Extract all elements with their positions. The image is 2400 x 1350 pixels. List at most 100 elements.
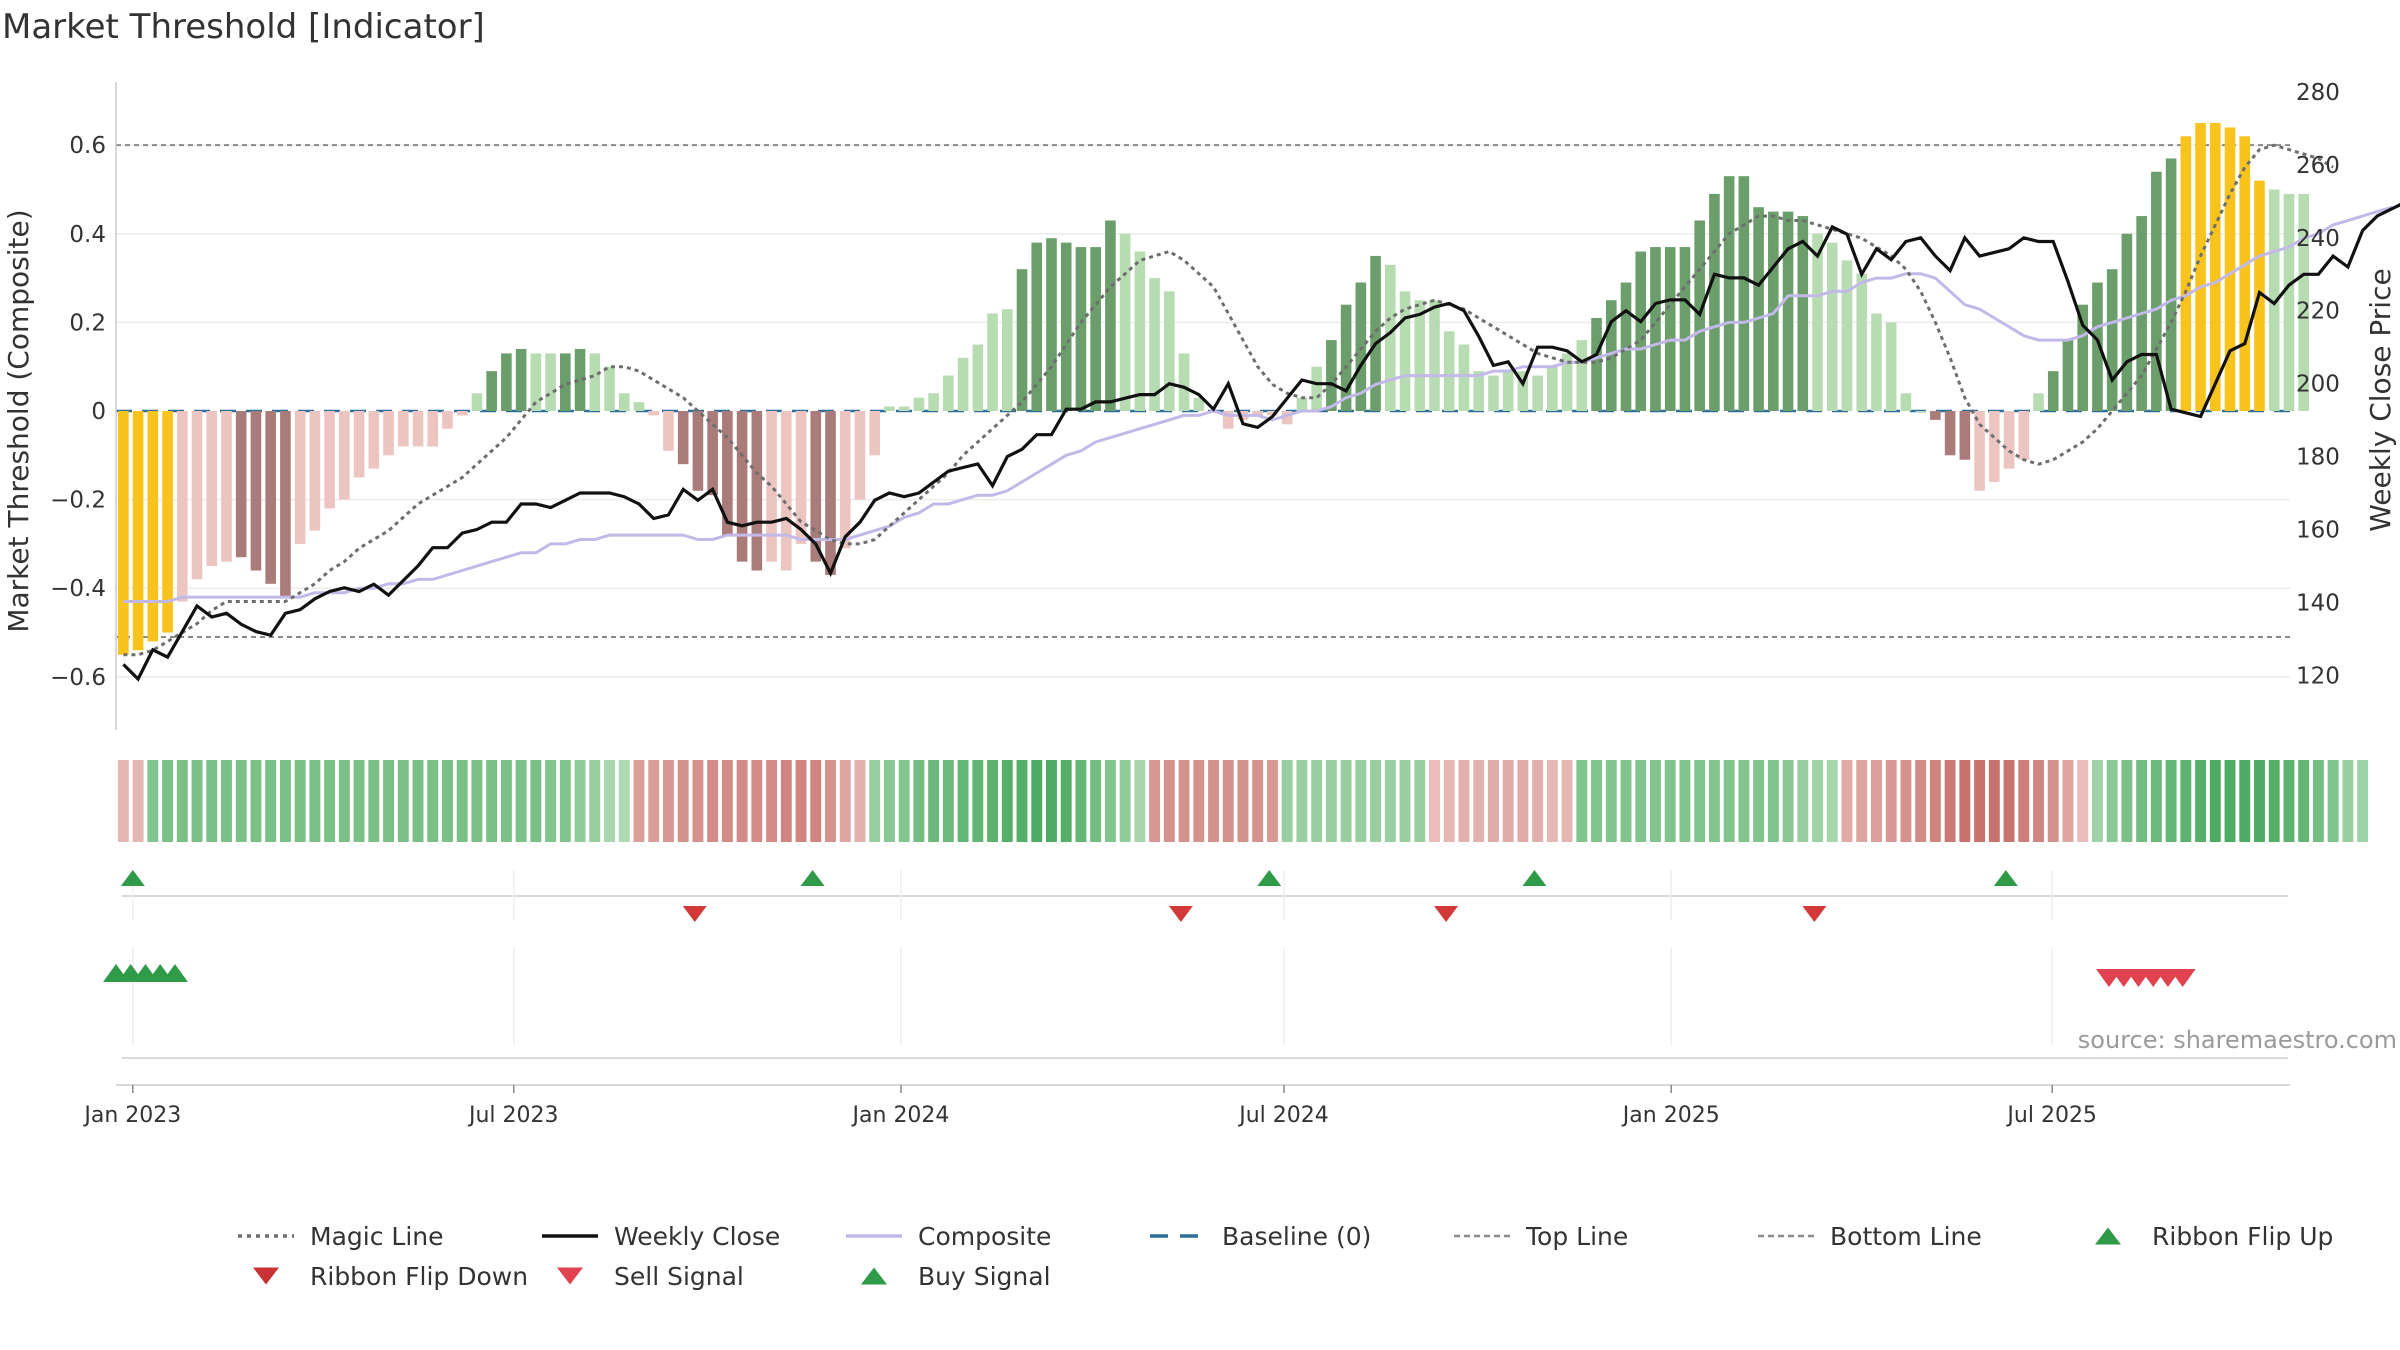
legend-label: Sell Signal xyxy=(614,1262,744,1291)
composite-bar xyxy=(2165,158,2177,411)
composite-bar xyxy=(1856,273,1868,411)
ribbon-cell xyxy=(2180,760,2192,842)
composite-bar xyxy=(412,411,424,447)
axes: 0.6 0.4 0.2 0 −0.2 −0.4 −0.6 280 260 240 220 200 180… xyxy=(2,80,2397,730)
composite-bar xyxy=(722,411,733,536)
ribbon-flip-up-marker xyxy=(1993,870,2018,886)
composite-bar xyxy=(1443,331,1455,411)
right-tick-label: 120 xyxy=(2296,663,2340,689)
composite-bar xyxy=(456,411,468,416)
composite-bar xyxy=(1532,375,1543,411)
composite-bar xyxy=(1399,291,1411,411)
legend-item: Ribbon Flip Down xyxy=(253,1262,528,1291)
ribbon-cell xyxy=(928,760,940,842)
legend-item: Baseline (0) xyxy=(1150,1222,1371,1251)
ribbon-cell xyxy=(1355,760,1367,842)
ribbon-cell xyxy=(530,760,542,842)
ribbon-cell xyxy=(2195,760,2207,842)
ribbon-cell xyxy=(1281,760,1293,842)
ribbon-cell xyxy=(987,760,998,842)
composite-bar xyxy=(1296,397,1308,411)
composite-bar xyxy=(1178,353,1190,411)
composite-bar xyxy=(2092,282,2103,411)
composite-bar xyxy=(1134,251,1146,411)
ribbon-cell xyxy=(839,760,851,842)
ribbon-cell xyxy=(854,760,866,842)
chart-title: Market Threshold [Indicator] xyxy=(2,7,485,47)
right-tick-label: 240 xyxy=(2296,226,2340,252)
composite-bar xyxy=(1974,411,1985,491)
composite-bar xyxy=(1193,397,1205,411)
left-tick-label: −0.6 xyxy=(50,665,106,691)
x-tick-label: Jul 2025 xyxy=(2005,1103,2097,1128)
composite-bar xyxy=(633,402,645,411)
ribbon-cell xyxy=(1826,760,1838,842)
ribbon-cell xyxy=(412,760,424,842)
composite-bar xyxy=(132,411,144,651)
right-tick-label: 280 xyxy=(2296,80,2340,106)
composite-bar xyxy=(1738,176,1750,411)
legend-item: Sell Signal xyxy=(557,1262,744,1291)
legend-item: Composite xyxy=(846,1222,1051,1251)
ribbon-cell xyxy=(751,760,763,842)
composite-bar xyxy=(1561,353,1573,411)
ribbon-cell xyxy=(1193,760,1205,842)
right-tick-label: 220 xyxy=(2296,299,2340,325)
ribbon-flip-down-marker xyxy=(1434,906,1459,922)
ribbon-cell xyxy=(2062,760,2074,842)
composite-bar xyxy=(574,348,586,411)
legend-swatch xyxy=(861,1267,887,1285)
composite-bar xyxy=(1782,211,1794,411)
ribbon-cell xyxy=(1915,760,1927,842)
ribbon-cell xyxy=(1104,760,1116,842)
composite-bar xyxy=(2062,340,2074,411)
ribbon-cell xyxy=(559,760,571,842)
ribbon-cell xyxy=(795,760,807,842)
composite-bar xyxy=(1149,278,1160,411)
ribbon-cell xyxy=(618,760,630,842)
ribbon-cell xyxy=(633,760,645,842)
composite-bar xyxy=(1797,216,1809,411)
composite-bar xyxy=(1414,300,1426,411)
ribbon-cell xyxy=(1134,760,1146,842)
sell-signal-marker xyxy=(2169,969,2196,987)
left-tick-label: 0 xyxy=(91,399,106,425)
ribbon-cell xyxy=(2091,760,2103,842)
ribbon-cell xyxy=(1046,760,1057,842)
ribbon-cell xyxy=(1650,760,1661,842)
composite-bar xyxy=(147,411,159,642)
legend-label: Ribbon Flip Down xyxy=(310,1262,528,1291)
ribbon-cell xyxy=(235,760,247,842)
legend-item: Ribbon Flip Up xyxy=(2095,1222,2333,1251)
legend-item: Magic Line xyxy=(238,1222,444,1251)
ribbon-cell xyxy=(2209,760,2221,842)
weekly-close-line xyxy=(122,202,2400,682)
composite-bar xyxy=(2121,233,2133,411)
magic-line xyxy=(123,143,2334,657)
ribbon-cell xyxy=(176,760,188,842)
composite-bar xyxy=(515,348,527,411)
ribbon-cell xyxy=(191,760,203,842)
ribbon-cell xyxy=(515,760,527,842)
legend-swatch xyxy=(2095,1227,2121,1245)
ribbon-cell xyxy=(1473,760,1485,842)
ribbon-cell xyxy=(707,760,719,842)
legend-swatch xyxy=(253,1267,279,1285)
legend-label: Buy Signal xyxy=(918,1262,1051,1291)
composite-bar xyxy=(1252,411,1264,416)
ribbon-flip-down-marker xyxy=(1802,906,1827,922)
ribbon-cell xyxy=(574,760,586,842)
composite-bar xyxy=(1885,322,1897,411)
ribbon-cell xyxy=(1532,760,1544,842)
composite-bar xyxy=(1075,247,1087,411)
composite-bar xyxy=(1046,238,1057,411)
ribbon-cell xyxy=(397,760,409,842)
composite-line xyxy=(123,205,2393,603)
ribbon-cell xyxy=(2283,760,2295,842)
composite-bar xyxy=(972,344,984,411)
ribbon-cell xyxy=(1119,760,1131,842)
composite-bar xyxy=(1650,247,1661,411)
composite-bar xyxy=(191,411,203,580)
composite-bar xyxy=(162,411,173,633)
composite-bar xyxy=(2298,193,2309,411)
